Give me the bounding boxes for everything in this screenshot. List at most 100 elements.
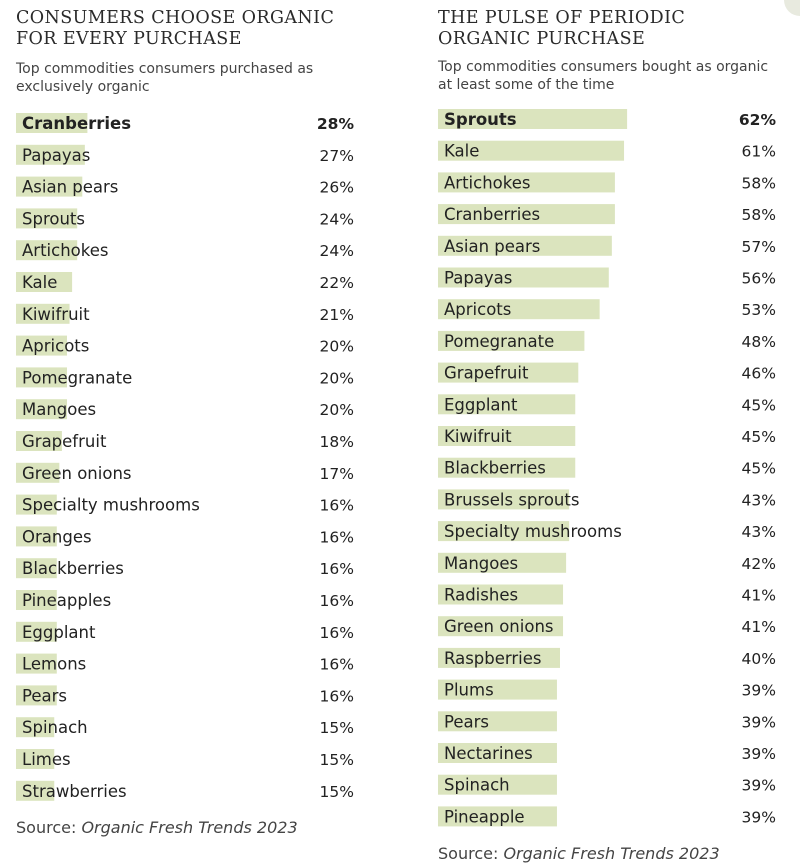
value-label: 45% xyxy=(742,396,776,414)
exclusive-organic-bar-chart: Cranberries 28% Papayas 27% Asian pears 26% Sp… xyxy=(16,113,354,801)
bar xyxy=(438,521,570,542)
bar-row: Oranges 16% xyxy=(16,526,354,547)
bar-row: Asian pears 26% xyxy=(16,176,354,197)
category-label: Pomegranate xyxy=(22,368,132,387)
bar xyxy=(16,780,55,801)
bar xyxy=(16,208,78,229)
category-label: Papayas xyxy=(22,146,90,165)
value-label: 26% xyxy=(320,179,354,197)
source-publication: Organic Fresh Trends 2023 xyxy=(503,844,720,863)
bar-row: Blackberries 16% xyxy=(16,558,354,579)
category-label: Nectarines xyxy=(444,744,533,763)
bar xyxy=(16,303,70,324)
category-label: Strawberries xyxy=(22,782,127,801)
bar-row: Grapefruit 46% xyxy=(438,362,776,383)
bar xyxy=(438,616,564,637)
value-label: 22% xyxy=(320,274,354,292)
bar xyxy=(438,679,557,700)
category-label: Kale xyxy=(22,273,57,292)
bar-row: Green onions 41% xyxy=(438,616,776,637)
chart-title: THE PULSE OF PERIODIC ORGANIC PURCHASE xyxy=(438,8,686,49)
bar-row: Pomegranate 48% xyxy=(438,330,776,351)
bar xyxy=(16,176,83,197)
category-label: Specialty mushrooms xyxy=(22,496,200,515)
bar-row: Eggplant 45% xyxy=(438,394,776,415)
category-label: Blackberries xyxy=(22,559,124,578)
bar-row: Kiwifruit 21% xyxy=(16,303,354,324)
bar-row: Cranberries 58% xyxy=(438,204,776,225)
bar xyxy=(438,743,557,763)
category-label: Plums xyxy=(444,681,494,700)
category-label: Apricots xyxy=(444,300,511,319)
bar-row: Apricots 20% xyxy=(16,335,354,356)
category-label: Grapefruit xyxy=(444,364,529,383)
category-label: Oranges xyxy=(22,527,92,546)
value-label: 16% xyxy=(320,656,354,674)
value-label: 56% xyxy=(742,270,776,288)
bar-row: Specialty mushrooms 16% xyxy=(16,494,354,515)
bar-row: Spinach 15% xyxy=(16,717,354,738)
category-label: Raspberries xyxy=(444,649,542,668)
bar-row: Plums 39% xyxy=(438,679,776,700)
bar-row: Blackberries 45% xyxy=(438,457,776,478)
bar xyxy=(438,299,600,320)
category-label: Papayas xyxy=(444,269,512,288)
value-label: 18% xyxy=(320,433,354,451)
bar xyxy=(438,140,625,161)
bar-row: Asian pears 57% xyxy=(438,235,776,256)
value-label: 53% xyxy=(742,301,776,319)
bar-row: Mangoes 20% xyxy=(16,399,354,420)
value-label: 27% xyxy=(320,147,354,165)
bar-row: Apricots 53% xyxy=(438,299,776,320)
chart-source: Source: Organic Fresh Trends 2023 xyxy=(438,844,720,863)
source-prefix: Source: xyxy=(16,818,77,837)
bar-row: Spinach 39% xyxy=(438,774,776,795)
category-label: Lemons xyxy=(22,655,86,674)
value-label: 24% xyxy=(320,210,354,228)
bar xyxy=(438,647,560,668)
value-label: 39% xyxy=(742,713,776,731)
category-label: Grapefruit xyxy=(22,432,107,451)
value-label: 39% xyxy=(742,682,776,700)
bar xyxy=(438,172,615,193)
bar-row: Artichokes 24% xyxy=(16,240,354,261)
category-label: Blackberries xyxy=(444,459,546,478)
category-label: Apricots xyxy=(22,337,89,356)
value-label: 45% xyxy=(742,460,776,478)
category-label: Green onions xyxy=(22,464,132,483)
bar xyxy=(16,462,60,483)
value-label: 39% xyxy=(742,777,776,795)
bar xyxy=(438,806,557,827)
bar-row: Pineapples 16% xyxy=(16,590,354,610)
category-label: Specialty mushrooms xyxy=(444,522,622,541)
value-label: 16% xyxy=(320,624,354,642)
value-label: 43% xyxy=(742,523,776,541)
bar xyxy=(16,494,57,515)
category-label: Mangoes xyxy=(22,400,96,419)
bar-row: Papayas 27% xyxy=(16,144,354,165)
bar xyxy=(438,457,576,478)
category-label: Mangoes xyxy=(444,554,518,573)
category-label: Limes xyxy=(22,750,71,769)
value-label: 41% xyxy=(742,587,776,605)
bar-row: Grapefruit 18% xyxy=(16,431,354,451)
bar xyxy=(438,267,609,288)
category-label: Pears xyxy=(22,686,67,705)
bar xyxy=(16,240,78,261)
bar-row: Limes 15% xyxy=(16,749,354,769)
bar xyxy=(438,235,612,256)
value-label: 58% xyxy=(742,206,776,224)
periodic-organic-bar-chart: Sprouts 62%Kale 61%Artichokes 58%Cranberrie… xyxy=(438,109,776,827)
bar-row: Nectarines 39% xyxy=(438,743,776,763)
value-label: 20% xyxy=(320,401,354,419)
bar xyxy=(16,717,55,738)
bar-row: Pears 16% xyxy=(16,685,354,706)
category-label: Eggplant xyxy=(22,623,96,642)
value-label: 16% xyxy=(320,528,354,546)
chart-subtitle: Top commodities consumers purchased as e… xyxy=(16,61,314,95)
bar xyxy=(16,749,55,769)
bar-row: Strawberries 15% xyxy=(16,780,354,801)
bar-row: Lemons 16% xyxy=(16,653,354,674)
value-label: 61% xyxy=(742,143,776,161)
chart-title: CONSUMERS CHOOSE ORGANIC FOR EVERY PURCH… xyxy=(16,8,335,49)
